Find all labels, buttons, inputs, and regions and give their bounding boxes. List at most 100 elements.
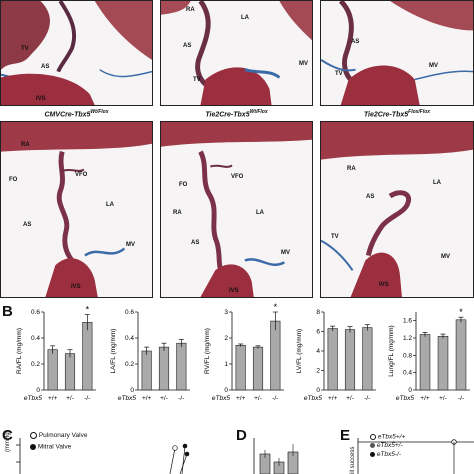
x-tick-label: +/+ — [48, 395, 58, 402]
filled-circle-icon — [370, 452, 375, 457]
bar — [176, 342, 187, 391]
x-tick-label: +/- — [254, 395, 262, 402]
x-tick-label: -/- — [84, 395, 90, 402]
tissue-section-image — [321, 122, 473, 297]
y-tick-label: 0 — [224, 387, 228, 394]
significance-marker: * — [459, 307, 463, 317]
y-tick-label: 2 — [316, 368, 320, 375]
bar — [47, 349, 58, 391]
label-as: AS — [23, 222, 32, 228]
y-tick-label: 0.2 — [125, 361, 134, 368]
y-tick-label: 1.6 — [403, 318, 412, 325]
panel-letter-e: E — [340, 427, 351, 444]
y-tick-label: 6 — [316, 329, 320, 336]
y-axis-label: LV/FL (mg/mm) — [296, 329, 303, 373]
label-as: AS — [191, 240, 200, 246]
micrograph-bottom-1: RA FO VFO LA AS MV IVS — [0, 121, 153, 298]
y-tick-label: 0.2 — [31, 361, 40, 368]
genotype-label: eTbx5 — [24, 395, 42, 402]
legend-mitral-valve: Mitral Valve — [30, 444, 71, 451]
open-circle-icon — [370, 434, 376, 440]
y-tick-label: 1.2 — [403, 335, 412, 342]
label-vfo: VFO — [231, 174, 244, 180]
x-tick-label: -/- — [178, 395, 184, 402]
y-tick-label: 0 — [36, 387, 40, 394]
panel-c-d-e-graphics — [16, 438, 474, 474]
label-la: LA — [241, 15, 249, 21]
bar — [437, 335, 449, 391]
caption-cmvcre-het: CMVCre-Tbx5Wt/Flox — [44, 109, 109, 119]
x-tick-label: +/+ — [142, 395, 152, 402]
y-tick-label: 0.4 — [403, 370, 412, 377]
x-tick-label: -/- — [364, 395, 370, 402]
panel-e-ylabel: ill success — [350, 446, 356, 474]
bar — [455, 319, 467, 391]
label-ra: RA — [186, 7, 195, 13]
bar — [327, 328, 338, 391]
x-tick-label: -/- — [272, 395, 278, 402]
caption-tie2cre-hom: Tie2Cre-Tbx5Flox/Flox — [363, 109, 431, 119]
y-tick-label: 0.6 — [31, 309, 40, 316]
bar — [344, 329, 356, 391]
label-ivs: IVS — [71, 284, 81, 290]
micrograph-top-2: RA LA AS TV MV — [160, 0, 313, 106]
x-tick-label: +/- — [66, 395, 74, 402]
legend-e-het: eTbx5+/- — [370, 442, 403, 450]
bar — [141, 350, 152, 391]
label-as: AS — [351, 39, 360, 45]
y-axis-label: LA/FL (mg/mm) — [110, 329, 117, 374]
chart-lv-fl: 0 2 4 6 8 LV/FL (mg/mm) +/+ +/- -/- eTbx5 — [294, 306, 380, 410]
chart-la-fl: 0 0.2 0.4 0.6 LA/FL (mg/mm) +/+ +/- -/- eTbx5 — [108, 306, 194, 410]
tissue-section-image — [161, 122, 312, 297]
label-ra: RA — [21, 142, 30, 148]
panel-letter-d: D — [236, 427, 247, 444]
bar — [82, 322, 93, 391]
bar — [64, 353, 76, 391]
label-tv: TV — [193, 77, 201, 83]
x-tick-label: +/- — [439, 395, 447, 402]
label-la: LA — [256, 210, 264, 216]
chart-lung-fl: 0 0.4 0.8 1.2 1.6 Lung/FL (mg/mm) +/+ +/- * -/- eT… — [386, 306, 474, 410]
y-tick-label: 0 — [316, 387, 320, 394]
x-tick-label: +/- — [346, 395, 354, 402]
panel-letter-b: B — [2, 303, 13, 320]
micrograph-bottom-3: RA LA AS TV MV IVS — [320, 121, 474, 298]
micrograph-top-3: AS TV MV — [320, 0, 474, 106]
label-as: AS — [41, 64, 50, 70]
label-mv: MV — [126, 242, 135, 248]
tissue-section-image — [161, 1, 312, 105]
bar — [419, 334, 431, 391]
label-la: LA — [106, 202, 114, 208]
panel-letter-c: C — [2, 427, 13, 444]
y-tick-label: 0.6 — [125, 309, 134, 316]
y-tick-label: 8 — [316, 309, 320, 316]
label-as: AS — [366, 194, 375, 200]
label-ivs: IVS — [379, 282, 389, 288]
label-mv: MV — [299, 61, 308, 67]
y-tick-label: 0 — [408, 387, 412, 394]
x-tick-label: +/+ — [420, 395, 430, 402]
y-tick-label: 3 — [224, 309, 228, 316]
bar — [362, 327, 373, 391]
y-axis-label: Lung/FL (mg/mm) — [388, 325, 395, 376]
x-tick-label: +/+ — [236, 395, 246, 402]
label-vfo: VFO — [75, 172, 88, 178]
label-ivs: IVS — [229, 288, 239, 294]
significance-marker: * — [86, 305, 90, 315]
label-tv: TV — [21, 46, 29, 52]
label-fo: FO — [9, 177, 18, 183]
genotype-label: eTbx5 — [212, 395, 230, 402]
caption-tie2cre-het: Tie2Cre-Tbx5Wt/Flox — [205, 109, 268, 119]
genotype-label: eTbx5 — [396, 395, 414, 402]
label-ivs: IVS — [36, 96, 46, 102]
label-tv: TV — [331, 234, 339, 240]
y-axis-label: RV/FL (mg/mm) — [204, 328, 211, 374]
micrograph-bottom-2: FO VFO RA LA AS MV IVS — [160, 121, 313, 298]
label-tv: TV — [335, 71, 343, 77]
y-tick-label: 0.4 — [125, 335, 134, 342]
genotype-label: eTbx5 — [118, 395, 136, 402]
y-tick-label: 2 — [224, 335, 228, 342]
y-tick-label: 4 — [316, 348, 320, 355]
label-ra: RA — [173, 210, 182, 216]
chart-rv-fl: 0 1 2 3 RV/FL (mg/mm) +/+ +/- * -/- eTbx5 — [202, 302, 288, 410]
